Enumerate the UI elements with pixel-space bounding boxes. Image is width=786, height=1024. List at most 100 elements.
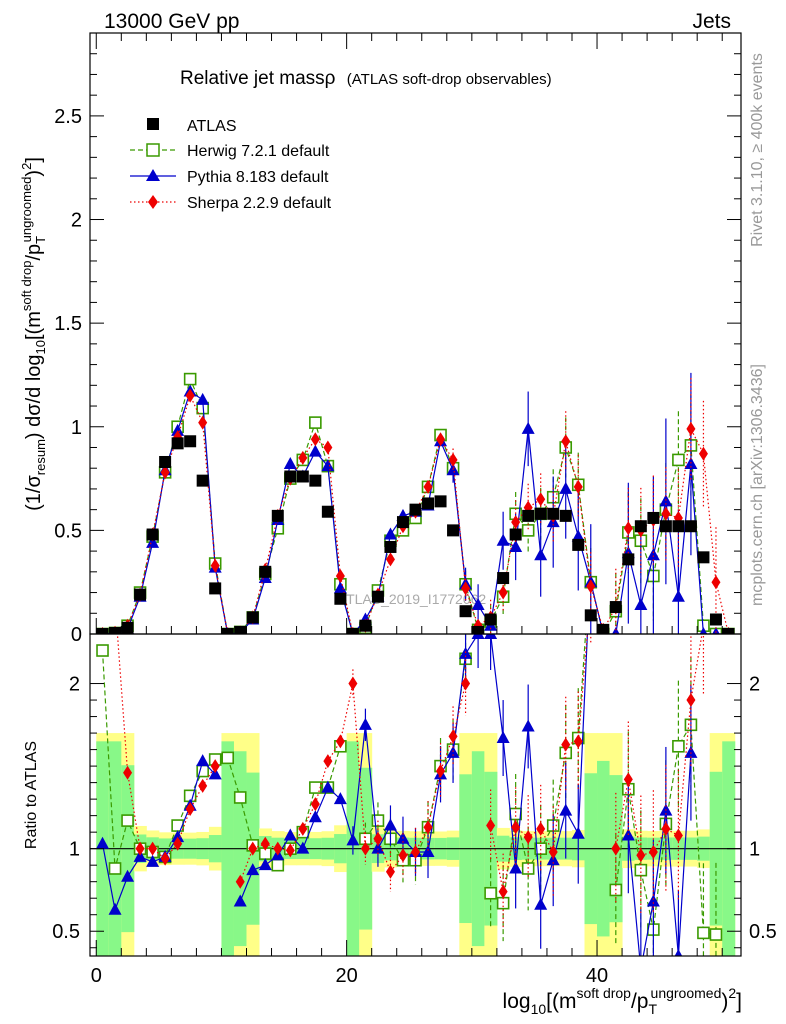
pythia-point [171, 423, 185, 436]
atlas-point [359, 619, 372, 632]
atlas-point [522, 509, 535, 522]
sherpa-point [573, 479, 583, 494]
herwig-ratio-point [271, 858, 285, 872]
sherpa-point [298, 450, 308, 465]
pythia-ratio-point [559, 803, 573, 816]
sherpa-ratio-point [411, 844, 420, 859]
sherpa-ratio-point [323, 754, 333, 769]
pythia-ratio-point [646, 894, 660, 907]
pythia-point [521, 421, 535, 434]
atlas-point [109, 626, 122, 634]
pythia-ratio-point [108, 902, 122, 915]
sherpa-ratio-point [385, 864, 395, 879]
pythia-point [699, 627, 708, 634]
atlas-point [409, 503, 422, 516]
pythia-ratio-point [283, 828, 297, 841]
atlas-point [484, 613, 497, 626]
pythia-point [571, 529, 585, 542]
pythia-point [333, 581, 347, 594]
herwig-ratio-point [108, 862, 122, 875]
pythia-point [308, 444, 322, 457]
pythia-ratio-point [96, 836, 110, 849]
pythia-ratio-point [121, 869, 135, 882]
pythia-ratio-point [674, 949, 683, 956]
legend-herwig-label: Herwig 7.2.1 default [187, 143, 330, 160]
atlas-point [609, 601, 622, 614]
atlas-point [584, 609, 597, 622]
sherpa-ratio-point [436, 764, 446, 779]
sherpa-ratio-point [673, 828, 683, 843]
atlas-point [559, 509, 572, 522]
pythia-ratio-point [133, 849, 147, 862]
atlas-point [134, 588, 147, 601]
sherpa-point [461, 581, 471, 596]
herwig-ratio-point [121, 814, 134, 827]
legend-pythia-marker [146, 169, 160, 181]
pythia-point [146, 535, 160, 548]
atlas-point [171, 437, 184, 450]
herwig-ratio-point [697, 926, 710, 940]
side-rivet-label: Rivet 3.1.10, ≥ 400k events [749, 53, 766, 247]
herwig-ratio-point [509, 807, 522, 821]
pythia-point [471, 597, 485, 610]
herwig-ratio-point [96, 644, 109, 657]
pythia-ratio-point [346, 833, 360, 846]
sherpa-point [310, 432, 320, 447]
sherpa-ratio-point [423, 820, 433, 835]
pythia-ratio-point [634, 962, 647, 974]
chart-title: Relative jet massρ (ATLAS soft-drop obse… [180, 68, 552, 89]
axes: 00.511.522.50.5 0.51 12 20 20 40 [52, 33, 777, 987]
sherpa-point [335, 568, 345, 583]
pythia-ratio-point [471, 634, 485, 639]
pythia-ratio-point [208, 767, 222, 780]
pythia-ratio-point [446, 745, 460, 758]
sherpa-ratio-point [448, 729, 458, 744]
sherpa-point [511, 515, 521, 530]
sherpa-point [385, 552, 395, 567]
y-tick-label: 0.5 [54, 520, 82, 542]
ratio-plot-series [96, 429, 723, 974]
x-axis-label: log10[(msoft drop/pTungroomed)2] [503, 985, 742, 1017]
pythia-point [509, 539, 523, 552]
atlas-point [647, 511, 660, 524]
sherpa-ratio-point [98, 594, 107, 608]
sherpa-ratio-point [298, 821, 308, 836]
atlas-point [622, 553, 635, 566]
sherpa-ratio-point [248, 841, 258, 856]
sherpa-point [198, 415, 208, 430]
pythia-ratio-point [571, 826, 585, 839]
pythia-ratio-point [146, 854, 160, 867]
y-tick-label: 2.5 [54, 106, 82, 128]
atlas-point [184, 435, 197, 448]
herwig-ratio-point [233, 791, 247, 804]
pythia-ratio-point [296, 841, 310, 854]
sherpa-ratio-point [185, 802, 195, 817]
sherpa-point [623, 521, 633, 536]
pythia-ratio-point [509, 861, 523, 874]
ratio-tick-label-right: 0.5 [749, 921, 777, 943]
sherpa-point [498, 585, 508, 600]
sherpa-point [423, 479, 433, 494]
sherpa-ratio-point [486, 818, 496, 833]
herwig-point [672, 453, 685, 467]
ratio-tick-label-right: 1 [749, 839, 760, 861]
sherpa-ratio-point [536, 821, 546, 836]
sherpa-ratio-point [711, 429, 720, 443]
sherpa-point [210, 558, 220, 573]
sherpa-point [448, 452, 458, 467]
side-mcplots-label: mcplots.cern.ch [arXiv:1306.3436] [749, 364, 766, 606]
atlas-point [246, 611, 259, 624]
sherpa-point [698, 446, 708, 461]
analysis-watermark: ATLAS_2019_I1772062 [338, 591, 487, 607]
legend-atlas-label: ATLAS [187, 118, 237, 135]
x-tick-label: 40 [586, 965, 608, 987]
pythia-ratio-point [484, 634, 498, 639]
sherpa-ratio-point [398, 848, 408, 863]
sherpa-ratio-point [661, 821, 671, 836]
pythia-ratio-point [171, 830, 185, 843]
sherpa-ratio-point [511, 820, 521, 835]
sherpa-ratio-point [198, 778, 208, 793]
herwig-ratio-point [709, 928, 723, 941]
sherpa-ratio-point [135, 841, 145, 856]
